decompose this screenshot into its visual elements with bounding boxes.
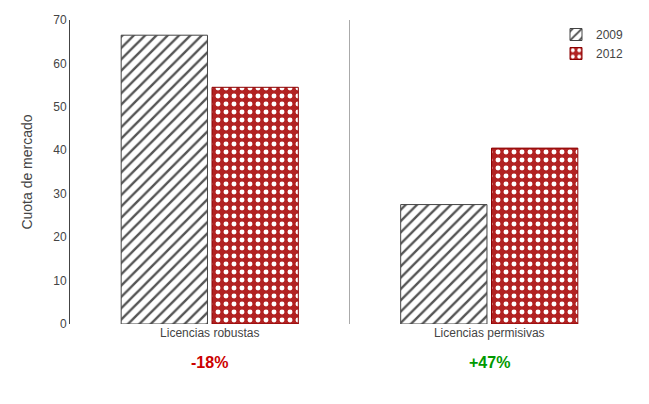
svg-text:0: 0 <box>60 317 67 331</box>
svg-text:40: 40 <box>53 143 67 157</box>
svg-text:+47%: +47% <box>469 354 510 371</box>
svg-text:10: 10 <box>53 274 67 288</box>
svg-text:30: 30 <box>53 187 67 201</box>
svg-text:2012: 2012 <box>596 47 623 61</box>
svg-text:-18%: -18% <box>191 354 228 371</box>
svg-text:Cuota de mercado: Cuota de mercado <box>19 114 35 229</box>
svg-text:60: 60 <box>53 57 67 71</box>
svg-text:20: 20 <box>53 230 67 244</box>
svg-text:70: 70 <box>53 13 67 27</box>
svg-text:Licencias permisivas: Licencias permisivas <box>434 326 545 340</box>
svg-text:Licencias robustas: Licencias robustas <box>160 326 259 340</box>
svg-text:50: 50 <box>53 100 67 114</box>
svg-text:2009: 2009 <box>596 28 623 42</box>
